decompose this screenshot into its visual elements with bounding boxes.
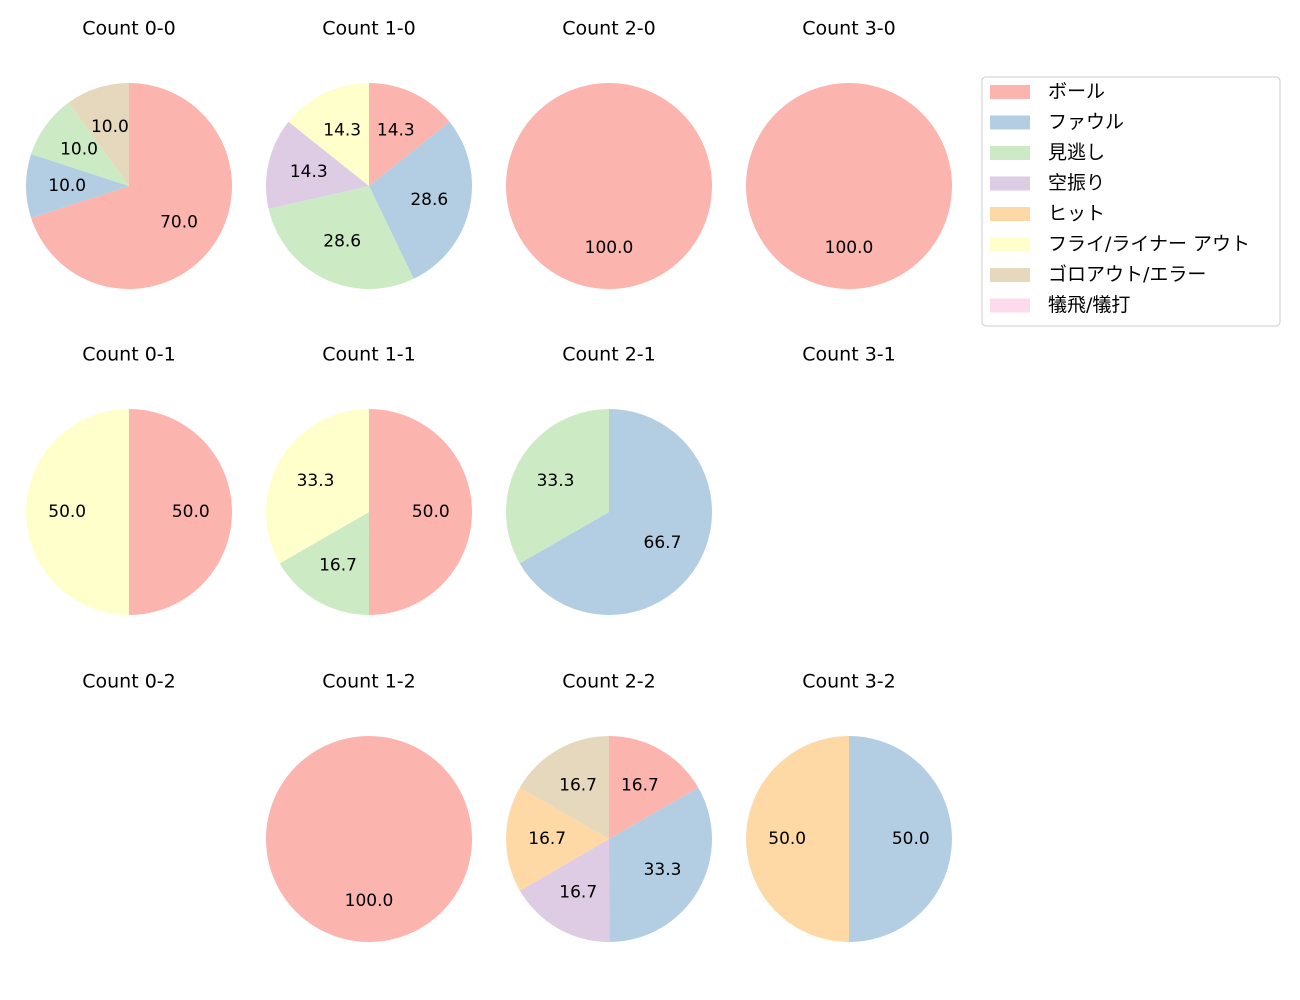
chart-title: Count 2-1 [562, 344, 656, 366]
value-label: 16.7 [528, 829, 566, 849]
value-label: 10.0 [91, 117, 129, 137]
value-label: 50.0 [48, 502, 86, 522]
pie-slice [506, 409, 609, 564]
value-label: 50.0 [172, 502, 210, 522]
legend-swatch [990, 207, 1030, 221]
pie-slice [26, 409, 129, 615]
value-label: 14.3 [377, 120, 415, 140]
value-label: 16.7 [319, 555, 357, 575]
chart-title: Count 0-2 [82, 671, 176, 693]
legend-swatch [990, 85, 1030, 99]
legend-swatch [990, 115, 1030, 130]
chart-title: Count 0-0 [82, 18, 176, 40]
legend-swatch [990, 146, 1030, 160]
value-label: 14.3 [323, 120, 361, 140]
legend-box [981, 76, 1281, 327]
pie-slice [519, 409, 712, 615]
pie-slice [519, 736, 609, 839]
value-label: 66.7 [644, 533, 682, 553]
value-label: 100.0 [825, 238, 874, 258]
chart-title: Count 1-1 [322, 344, 416, 366]
legend-swatch [990, 237, 1030, 252]
chart-title: Count 1-2 [322, 671, 416, 693]
value-label: 16.7 [559, 883, 597, 903]
legend-label: 見逃し [1048, 142, 1105, 164]
value-label: 33.3 [537, 471, 575, 491]
pie-slice [129, 409, 232, 615]
chart-title: Count 3-0 [802, 18, 896, 40]
value-label: 14.3 [290, 162, 328, 182]
pie-slice [268, 186, 414, 289]
legend-label: フライ/ライナー アウト [1048, 233, 1250, 255]
value-label: 16.7 [621, 775, 659, 795]
value-label: 28.6 [323, 232, 361, 252]
legend-swatch [990, 298, 1030, 313]
chart-title: Count 2-2 [562, 671, 656, 693]
pie-slice [506, 83, 712, 289]
chart-title: Count 3-1 [802, 344, 896, 366]
legend-swatch [990, 176, 1030, 191]
pie-slice [746, 736, 849, 942]
value-label: 50.0 [892, 829, 930, 849]
pie-slice [266, 121, 369, 209]
pie-slice [31, 102, 129, 186]
value-label: 33.3 [297, 471, 335, 491]
pie-slice [505, 787, 609, 891]
value-label: 50.0 [412, 502, 450, 522]
value-label: 100.0 [585, 238, 634, 258]
pie-slice [266, 736, 472, 942]
pie-slice [31, 83, 232, 290]
value-label: 16.7 [559, 775, 597, 795]
legend-label: ボール [1048, 81, 1105, 103]
pie-slice [369, 121, 473, 279]
value-label: 10.0 [60, 140, 98, 160]
value-label: 10.0 [48, 176, 86, 196]
chart-title: Count 2-0 [562, 18, 656, 40]
legend-swatch [990, 268, 1030, 282]
value-label: 70.0 [160, 212, 198, 232]
pie-slice [609, 736, 699, 839]
chart-title: Count 1-0 [322, 18, 416, 40]
chart-title: Count 3-2 [802, 671, 896, 693]
value-label: 50.0 [768, 829, 806, 849]
legend-label: ヒット [1048, 203, 1105, 225]
pie-slice [266, 409, 369, 564]
pie-slice [609, 787, 712, 942]
legend-label: ファウル [1048, 111, 1124, 133]
value-label: 100.0 [345, 891, 394, 911]
pie-slice [746, 83, 952, 289]
pie-slice [519, 839, 610, 942]
pie-slice [26, 154, 130, 218]
legend-label: ゴロアウト/エラー [1048, 264, 1206, 286]
pie-slice [68, 83, 129, 186]
pie-slice [369, 83, 450, 186]
legend-label: 犠飛/犠打 [1048, 294, 1130, 316]
pie-slice [369, 409, 472, 615]
value-label: 28.6 [410, 190, 448, 210]
chart-title: Count 0-1 [82, 344, 176, 366]
pie-slice [849, 736, 952, 942]
value-label: 33.3 [644, 860, 682, 880]
pie-slice [288, 83, 369, 186]
pie-slice [279, 512, 369, 615]
legend-label: 空振り [1048, 172, 1105, 194]
